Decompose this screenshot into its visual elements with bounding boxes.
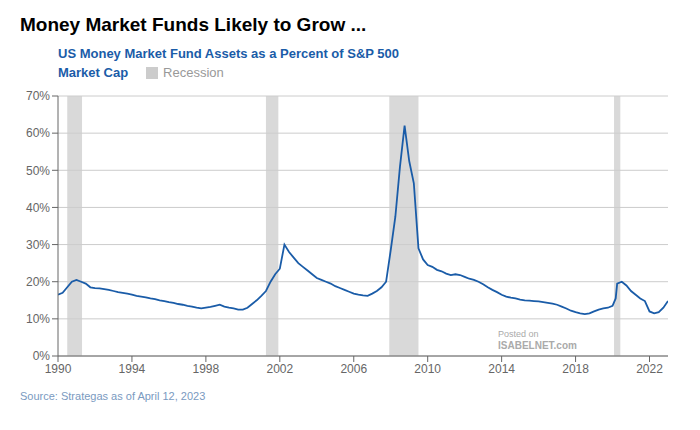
html-text:Money Market Funds Likely to G: Money Market Funds Likely to Grow ...	[20, 14, 367, 35]
svg-text:10%: 10%	[26, 312, 50, 326]
html-text:Source: Strategas as of April: Source: Strategas as of April 12, 2023	[20, 390, 206, 402]
svg-text:1994: 1994	[119, 362, 146, 376]
svg-text:70%: 70%	[26, 89, 50, 103]
html-text:Posted on: Posted on	[498, 329, 539, 339]
svg-text:2006: 2006	[340, 362, 367, 376]
svg-text:30%: 30%	[26, 238, 50, 252]
html-text:Market Cap: Market Cap	[58, 65, 129, 80]
svg-text:40%: 40%	[26, 201, 50, 215]
svg-text:2018: 2018	[562, 362, 589, 376]
svg-text:0%: 0%	[33, 349, 51, 363]
html-text:US Money Market Fund Assets as: US Money Market Fund Assets as a Percent…	[58, 46, 399, 61]
svg-text:2014: 2014	[488, 362, 515, 376]
svg-text:1990: 1990	[45, 362, 72, 376]
html-text:Recession: Recession	[163, 65, 224, 80]
html-text:ISABELNET.com: ISABELNET.com	[498, 340, 577, 351]
svg-text:50%: 50%	[26, 164, 50, 178]
svg-text:2010: 2010	[414, 362, 441, 376]
svg-text:20%: 20%	[26, 275, 50, 289]
svg-text:1998: 1998	[193, 362, 220, 376]
svg-text:60%: 60%	[26, 126, 50, 140]
svg-text:2002: 2002	[266, 362, 293, 376]
svg-text:2022: 2022	[636, 362, 663, 376]
